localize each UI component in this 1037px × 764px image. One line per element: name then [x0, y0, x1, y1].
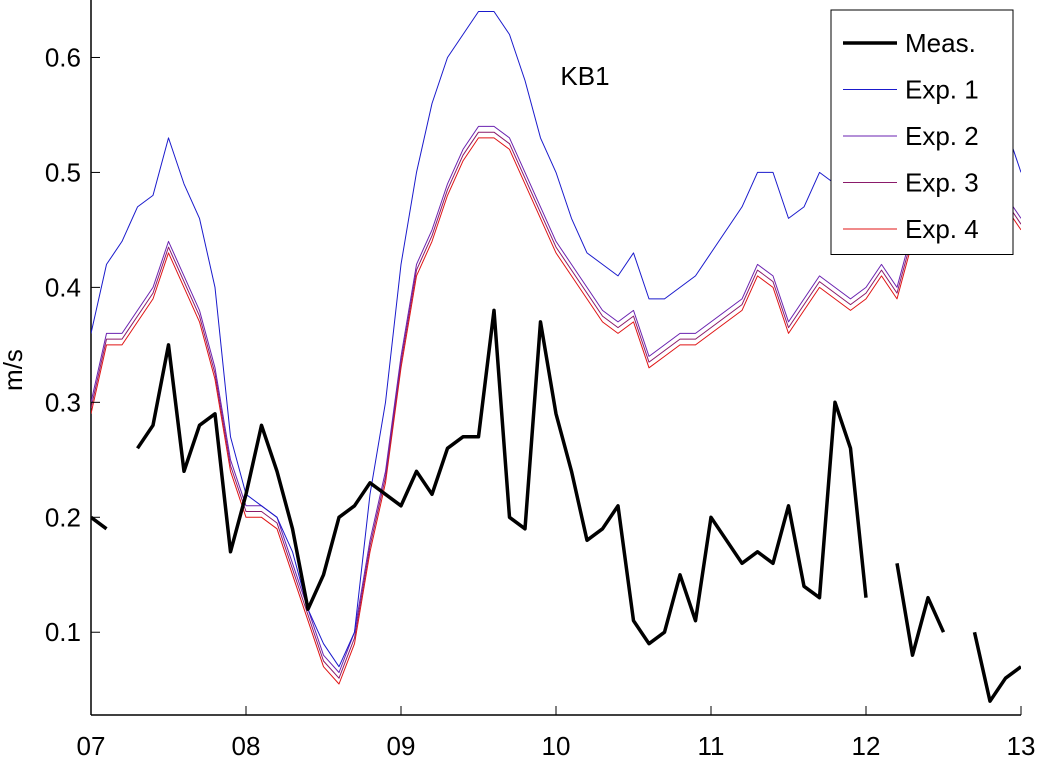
- y-axis-label: m/s: [0, 349, 28, 391]
- series-line: [91, 125, 1021, 673]
- x-tick-label: 13: [1007, 731, 1036, 759]
- x-tick-label: 11: [698, 731, 725, 759]
- legend-box: [830, 9, 1014, 255]
- annotation: KB1: [560, 61, 609, 91]
- series-line: [91, 131, 1021, 679]
- legend-label: Exp. 3: [905, 168, 979, 198]
- y-tick-label: 0.6: [45, 42, 81, 72]
- legend-label: Exp. 4: [905, 214, 979, 244]
- x-tick-label: 09: [387, 731, 416, 759]
- legend-label: Meas.: [905, 28, 976, 58]
- series-line: [91, 308, 1021, 703]
- series-line: [91, 137, 1021, 685]
- x-tick-label: 08: [232, 731, 261, 759]
- x-tick-label: 07: [77, 731, 106, 759]
- y-tick-label: 0.2: [45, 502, 81, 532]
- y-tick-label: 0.1: [45, 617, 81, 647]
- y-tick-label: 0.4: [45, 272, 81, 302]
- legend-label: Exp. 1: [905, 75, 979, 105]
- plot-area: [91, 11, 1021, 703]
- y-tick-label: 0.5: [45, 157, 81, 187]
- x-tick-label: 12: [852, 731, 881, 759]
- legend-label: Exp. 2: [905, 121, 979, 151]
- y-tick-label: 0.3: [45, 387, 81, 417]
- x-tick-label: 10: [542, 731, 571, 759]
